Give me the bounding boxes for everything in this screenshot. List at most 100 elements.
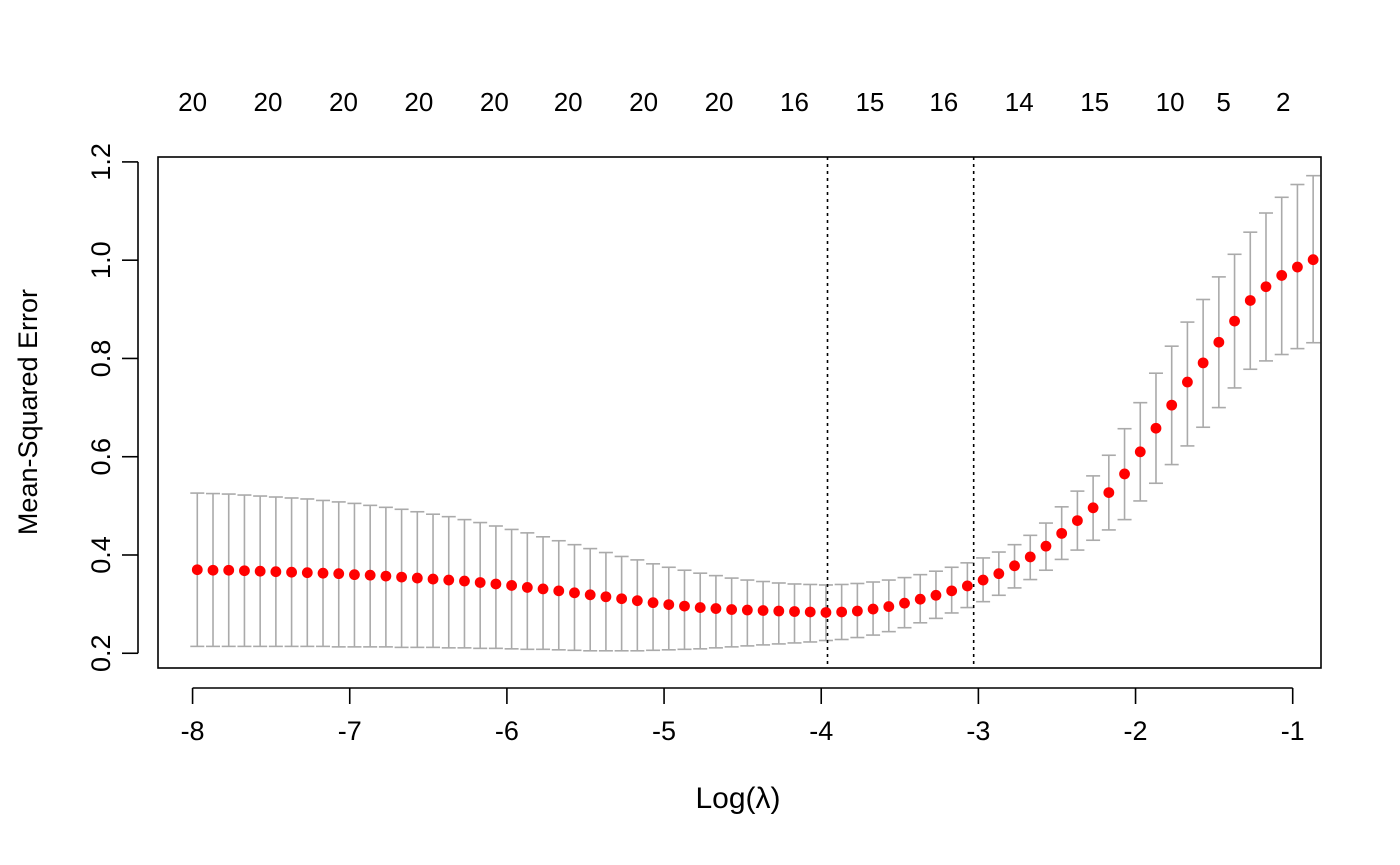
mse-point bbox=[1276, 270, 1288, 281]
mse-point bbox=[207, 564, 219, 576]
mse-point bbox=[317, 567, 329, 579]
x-tick-label: -2 bbox=[1124, 716, 1148, 746]
mse-point bbox=[726, 604, 738, 615]
top-axis-label: 10 bbox=[1156, 87, 1185, 117]
top-axis-label: 16 bbox=[780, 87, 809, 117]
mse-point bbox=[1071, 515, 1083, 526]
mse-point bbox=[663, 599, 675, 611]
mse-point bbox=[474, 577, 486, 588]
top-axis-label: 20 bbox=[254, 87, 283, 117]
mse-point bbox=[1260, 281, 1272, 293]
mse-point bbox=[1213, 336, 1225, 348]
x-tick-label: -6 bbox=[495, 716, 519, 746]
x-tick-label: -7 bbox=[338, 716, 362, 746]
top-axis-label: 20 bbox=[705, 87, 734, 117]
mse-point bbox=[553, 585, 565, 597]
mse-point bbox=[1134, 446, 1146, 458]
mse-point bbox=[600, 591, 612, 603]
mse-point bbox=[1166, 399, 1178, 411]
mse-point bbox=[647, 597, 659, 609]
mse-point bbox=[537, 583, 549, 595]
mse-point bbox=[459, 575, 470, 587]
mse-point bbox=[301, 567, 313, 579]
mse-point bbox=[899, 597, 910, 609]
mse-point bbox=[521, 582, 533, 593]
mse-point bbox=[741, 604, 753, 616]
top-axis-label: 15 bbox=[1080, 87, 1109, 117]
mse-point bbox=[836, 606, 848, 618]
mse-point bbox=[1087, 502, 1099, 514]
mse-point bbox=[254, 565, 266, 577]
mse-point bbox=[631, 595, 643, 607]
y-tick-label: 1.0 bbox=[86, 241, 116, 279]
y-tick-label: 0.8 bbox=[86, 340, 116, 378]
mse-point bbox=[694, 602, 706, 613]
x-tick-label: -4 bbox=[809, 716, 833, 746]
x-axis-label: Log(λ) bbox=[695, 782, 780, 815]
y-tick-label: 0.2 bbox=[86, 634, 116, 672]
mse-point bbox=[364, 569, 376, 581]
mse-point bbox=[977, 574, 989, 586]
mse-point bbox=[396, 571, 408, 583]
top-axis-label: 20 bbox=[178, 87, 207, 117]
mse-point bbox=[1024, 551, 1036, 563]
top-axis-label: 20 bbox=[554, 87, 583, 117]
mse-point bbox=[1229, 315, 1240, 327]
mse-point bbox=[1103, 487, 1115, 498]
mse-point bbox=[914, 593, 926, 605]
mse-point bbox=[804, 606, 816, 618]
mse-point bbox=[506, 580, 518, 591]
mse-point bbox=[993, 568, 1005, 580]
mse-point bbox=[270, 566, 282, 578]
mse-point bbox=[286, 566, 297, 578]
x-tick-label: -5 bbox=[652, 716, 676, 746]
mse-point bbox=[411, 572, 423, 584]
mse-point bbox=[789, 606, 800, 617]
x-tick-label: -8 bbox=[181, 716, 205, 746]
mse-point bbox=[930, 589, 942, 601]
mse-point bbox=[773, 605, 785, 617]
mse-point bbox=[1009, 560, 1020, 572]
x-tick-label: -1 bbox=[1281, 716, 1305, 746]
mse-point bbox=[191, 564, 203, 576]
mse-point bbox=[584, 589, 596, 601]
y-tick-label: 0.4 bbox=[86, 536, 116, 574]
mse-point bbox=[710, 603, 722, 614]
mse-point bbox=[679, 600, 690, 612]
y-axis: 0.2 0.4 0.6 0.8 1.0 1.2 bbox=[86, 143, 139, 672]
y-axis-label: Mean-Squared Error bbox=[13, 289, 43, 535]
mse-point bbox=[1307, 254, 1319, 266]
mse-point bbox=[1244, 295, 1256, 306]
mse-point bbox=[490, 578, 502, 590]
mse-point bbox=[443, 574, 455, 586]
mse-point bbox=[851, 605, 863, 617]
top-axis-label: 20 bbox=[404, 87, 433, 117]
mse-point bbox=[333, 568, 345, 580]
mse-point bbox=[1119, 468, 1130, 480]
top-axis-label: 15 bbox=[855, 87, 884, 117]
x-axis: -8 -7 -6 -5 -4 -3 -2 -1 bbox=[181, 687, 1305, 746]
mse-point bbox=[1056, 527, 1068, 539]
mse-point bbox=[239, 565, 250, 577]
mse-point bbox=[1040, 540, 1052, 552]
mse-point bbox=[1182, 376, 1193, 388]
top-axis-label: 14 bbox=[1005, 87, 1034, 117]
mse-point bbox=[1197, 357, 1209, 369]
mse-point bbox=[223, 564, 235, 576]
top-axis-label: 20 bbox=[329, 87, 358, 117]
error-bars bbox=[190, 174, 1321, 652]
reference-lines bbox=[826, 157, 975, 668]
mse-point bbox=[569, 587, 580, 599]
mse-point bbox=[867, 603, 879, 615]
mse-point bbox=[946, 585, 958, 597]
top-axis-label: 20 bbox=[629, 87, 658, 117]
y-tick-label: 0.6 bbox=[86, 438, 116, 476]
mse-point bbox=[1292, 261, 1303, 273]
top-axis-label: 20 bbox=[480, 87, 509, 117]
mse-point bbox=[1150, 422, 1162, 434]
mse-point bbox=[427, 573, 439, 585]
y-tick-label: 1.2 bbox=[86, 143, 116, 181]
top-axis-label: 2 bbox=[1276, 87, 1290, 117]
mse-point bbox=[883, 601, 895, 612]
